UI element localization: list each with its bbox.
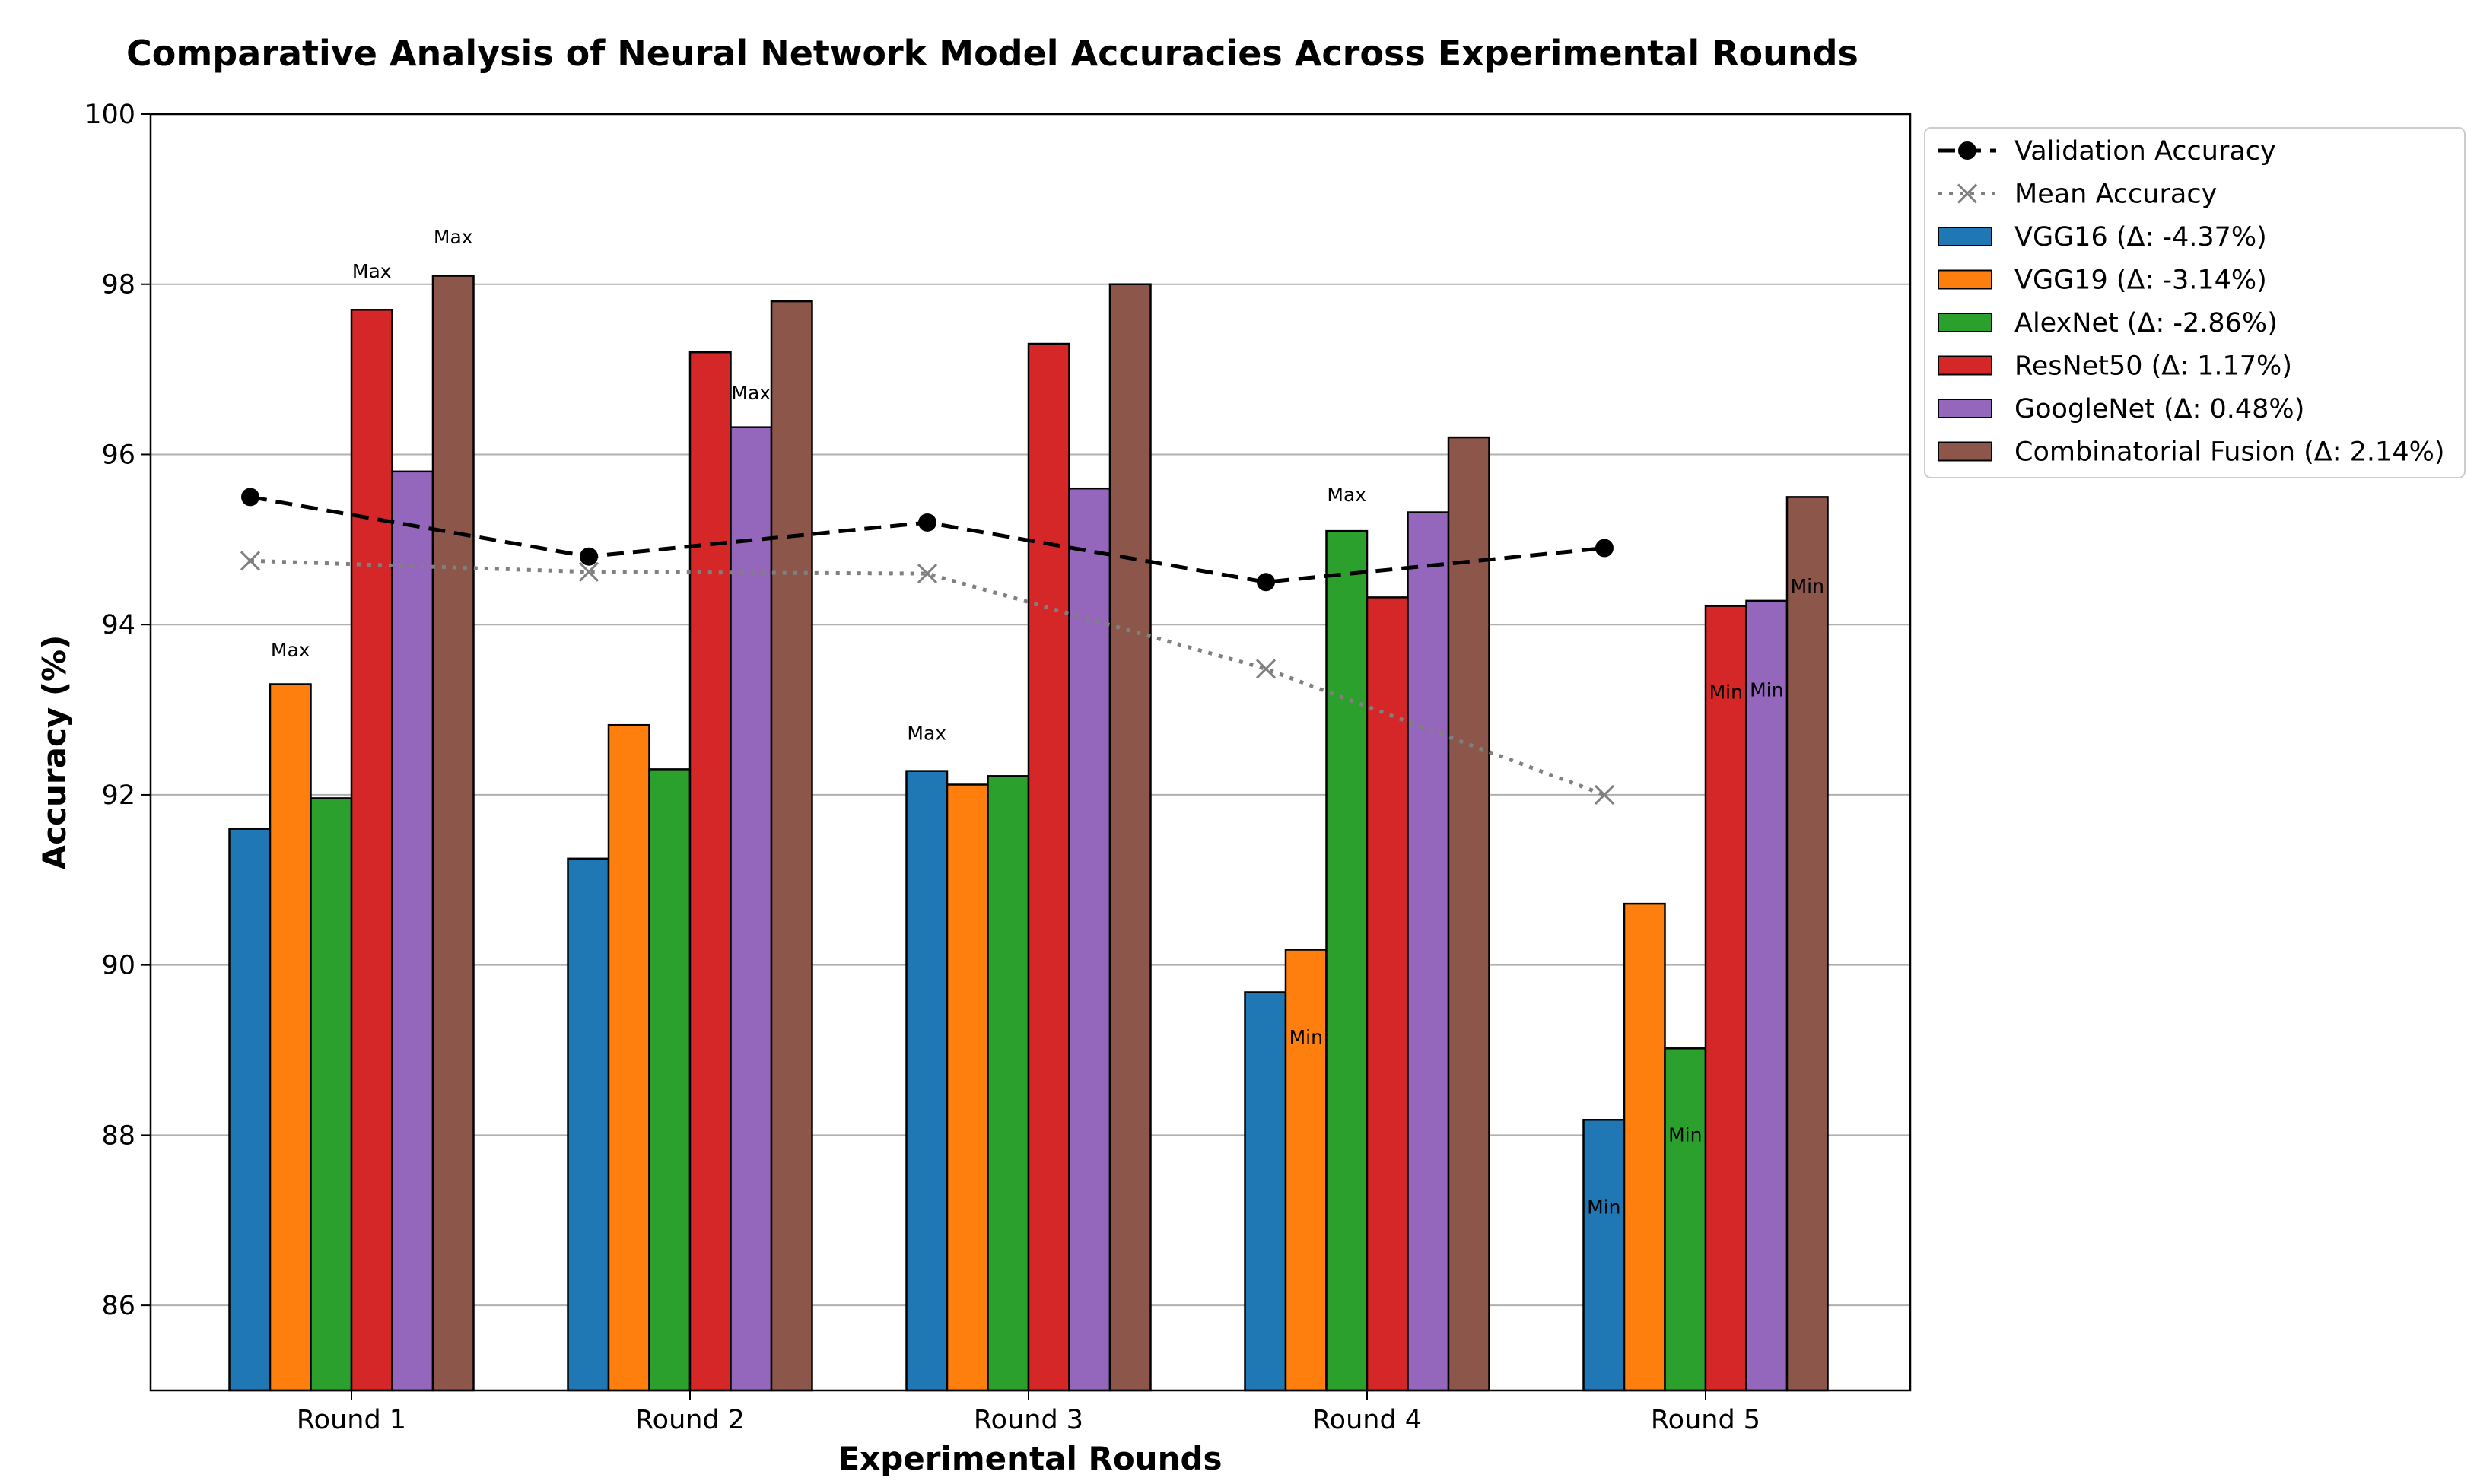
bar <box>946 783 989 1392</box>
annotation-label: Max <box>907 722 946 744</box>
bar <box>1244 991 1287 1392</box>
y-tick-label: 90 <box>101 951 135 981</box>
x-tick-label: Round 5 <box>1651 1405 1760 1435</box>
x-tick-label: Round 1 <box>297 1405 406 1435</box>
series-line <box>250 558 1605 797</box>
line-marker <box>1594 784 1615 805</box>
legend-label: Combinatorial Fusion (Δ: 2.14%) <box>2014 437 2445 468</box>
legend-marker <box>1958 141 1976 160</box>
line-marker <box>1595 539 1614 558</box>
bar <box>1407 511 1450 1392</box>
bar <box>1785 496 1829 1392</box>
legend-swatch <box>1938 441 1992 462</box>
line-marker <box>1257 573 1275 592</box>
y-tick-label: 100 <box>84 100 135 130</box>
x-tick-label: Round 3 <box>974 1405 1083 1435</box>
bar <box>688 351 732 1392</box>
legend-box <box>1924 127 2466 478</box>
chart-title: Comparative Analysis of Neural Network M… <box>126 33 1859 74</box>
line-marker <box>1255 659 1277 679</box>
bar <box>607 723 650 1392</box>
y-tick-label: 92 <box>101 780 135 811</box>
annotation-label: Min <box>1791 575 1824 597</box>
annotation-label: Min <box>1750 678 1783 701</box>
bar <box>770 300 813 1392</box>
bar <box>1325 529 1369 1392</box>
line-marker <box>578 561 599 582</box>
bar <box>1745 599 1789 1392</box>
annotation-label: Max <box>434 226 473 248</box>
line-marker <box>241 488 259 507</box>
bar <box>1027 342 1070 1392</box>
y-axis: 86 88 90 92 94 96 98 100 <box>84 100 151 1321</box>
bar <box>1108 283 1152 1392</box>
y-tick-label: 98 <box>101 270 135 300</box>
annotation-label: Min <box>1587 1196 1620 1218</box>
bar <box>269 683 312 1392</box>
legend-label: ResNet50 (Δ: 1.17%) <box>2014 351 2292 382</box>
annotation-label: Max <box>731 382 771 404</box>
annotation-label: Min <box>1289 1026 1323 1048</box>
annotation-label: Min <box>1709 682 1743 704</box>
bar <box>1447 436 1490 1392</box>
bar <box>1623 902 1666 1392</box>
y-tick-label: 96 <box>101 440 135 470</box>
x-tick-label: Round 2 <box>635 1405 745 1435</box>
legend-swatch <box>1938 399 1992 418</box>
annotations: Max Max Max Max Max Max Min Min Min Min Min Min <box>271 226 1824 1218</box>
plot-frame <box>149 113 1912 1392</box>
legend-label: VGG19 (Δ: -3.14%) <box>2014 265 2267 296</box>
lines <box>240 488 1615 805</box>
x-axis: Round 1 Round 2 Round 3 Round 4 Round 5 <box>297 1390 1760 1435</box>
legend-marker <box>1957 183 1978 204</box>
y-tick-label: 88 <box>101 1120 135 1151</box>
bar <box>1068 487 1111 1392</box>
annotation-label: Max <box>1327 484 1366 506</box>
bar <box>1664 1047 1707 1392</box>
annotation-label: Min <box>1668 1123 1702 1146</box>
legend-label: Mean Accuracy <box>2014 180 2217 210</box>
line-marker <box>918 513 936 532</box>
legend-swatch <box>1938 269 1992 290</box>
bar <box>1704 605 1747 1392</box>
line-marker <box>917 564 938 584</box>
bar <box>1284 949 1328 1392</box>
bar <box>1366 596 1409 1392</box>
bar <box>391 470 434 1392</box>
legend-label: AlexNet (Δ: -2.86%) <box>2014 308 2278 338</box>
bar <box>228 828 272 1392</box>
legend-swatch <box>1938 355 1992 376</box>
bars <box>228 275 1829 1392</box>
annotation-label: Max <box>271 639 310 661</box>
bar <box>1582 1119 1626 1392</box>
bar <box>567 857 610 1392</box>
bar <box>431 275 475 1392</box>
bar <box>905 770 949 1392</box>
annotation-label: Max <box>352 260 392 282</box>
bar <box>310 797 353 1392</box>
legend-label: GoogleNet (Δ: 0.48%) <box>2014 394 2304 424</box>
legend-label: VGG16 (Δ: -4.37%) <box>2014 222 2267 253</box>
line-marker <box>240 551 261 571</box>
line-marker <box>580 547 598 566</box>
y-axis-label: Accuracy (%) <box>36 635 73 870</box>
y-tick-label: 86 <box>101 1291 135 1321</box>
legend-label: Validation Accuracy <box>2014 136 2276 167</box>
bar <box>648 768 692 1392</box>
legend-swatch <box>1938 313 1992 332</box>
bar <box>350 309 393 1392</box>
y-tick-label: 94 <box>101 610 135 640</box>
legend-swatch <box>1938 227 1992 246</box>
x-tick-label: Round 4 <box>1312 1405 1422 1435</box>
legend: Validation Accuracy Mean Accuracy VGG16 (Δ… <box>1924 127 2466 478</box>
bar <box>987 775 1030 1392</box>
x-axis-label: Experimental Rounds <box>838 1440 1222 1477</box>
